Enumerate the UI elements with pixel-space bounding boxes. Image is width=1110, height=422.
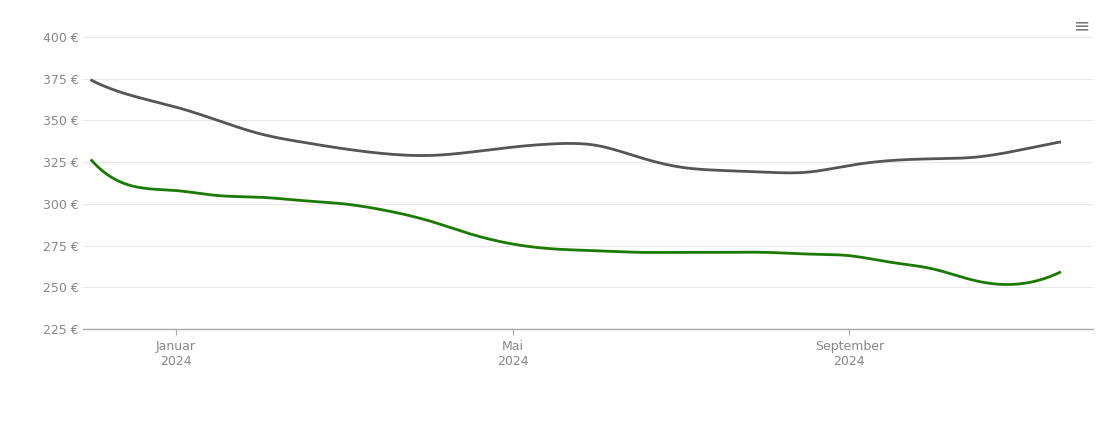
Text: ≡: ≡ [1073,17,1090,36]
